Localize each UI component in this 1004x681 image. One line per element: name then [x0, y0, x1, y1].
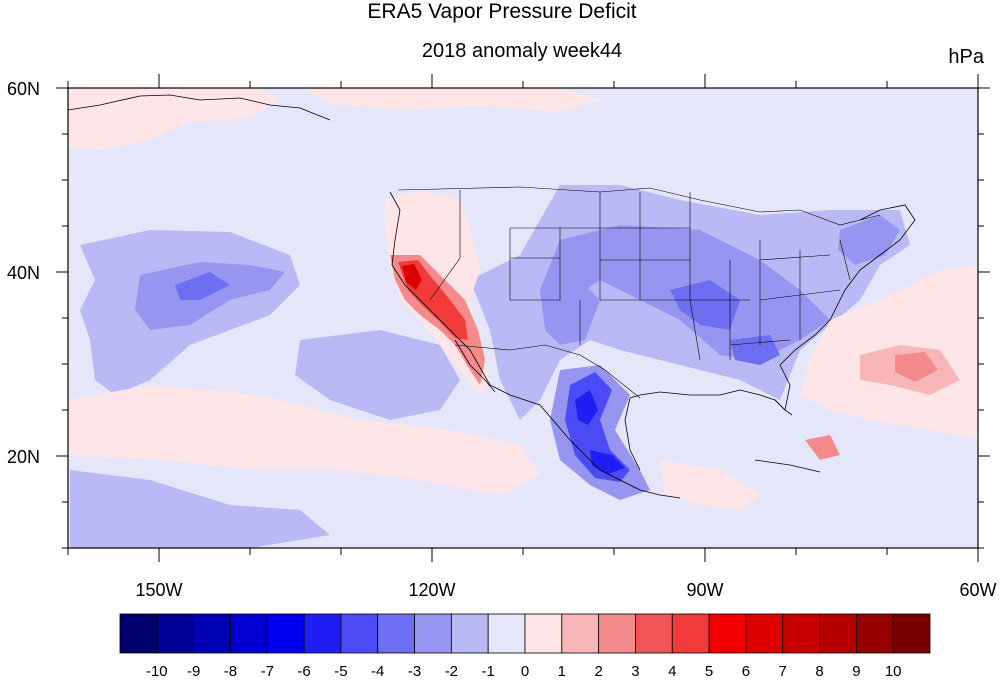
map-subtitle: 2018 anomaly week44: [421, 40, 623, 62]
colorbar-swatch: [598, 613, 636, 654]
colorbar-label: 4: [668, 663, 676, 680]
colorbar-label: 2: [594, 663, 602, 680]
colorbar-swatch: [782, 613, 820, 654]
colorbar-label: 6: [742, 663, 750, 680]
map-title: ERA5 Vapor Pressure Deficit: [367, 0, 637, 23]
anomaly-blue-mexico-core2: [575, 390, 598, 425]
colorbar: -10 -9 -8 -7 -6 -5 -4 -3 -2 -1 0 1 2 3 4 5 6 7 8 9 10: [119, 613, 931, 680]
colorbar-swatch: [745, 613, 784, 654]
colorbar-swatch: [855, 613, 894, 654]
colorbar-label: -3: [408, 663, 421, 680]
anomaly-blue-se-us: [730, 335, 780, 365]
anomaly-blue-east-pacific: [295, 330, 460, 420]
colorbar-label: 7: [779, 663, 787, 680]
anomaly-blue-us-core2: [670, 280, 740, 330]
colorbar-label: -4: [371, 663, 384, 680]
colorbar-swatch: [450, 613, 489, 654]
us-mexico-border: [454, 344, 641, 399]
colorbar-label: -10: [146, 663, 168, 680]
anomaly-red-atlantic-core: [895, 352, 938, 382]
cuba: [754, 459, 821, 473]
colorbar-swatch: [524, 613, 563, 654]
anomaly-blue-south-pacific: [70, 470, 330, 548]
us-canada-border: [397, 186, 881, 226]
north-america-coastline: [389, 191, 916, 499]
anomaly-blue-pacific-core2: [175, 272, 230, 300]
colorbar-swatch: [193, 613, 231, 654]
colorbar-swatch: [708, 613, 747, 654]
colorbar-label: 0: [521, 663, 529, 680]
anomaly-pink-alaska: [300, 88, 600, 112]
colorbar-label: -6: [297, 663, 310, 680]
colorbar-swatch: [119, 613, 158, 654]
colorbar-label: -7: [261, 663, 274, 680]
lon-tick-label: 90W: [686, 580, 723, 600]
coastlines: [68, 94, 916, 499]
colorbar-swatch: [671, 613, 710, 654]
anomaly-field: [68, 88, 978, 548]
anomaly-blue-sw-us: [545, 280, 600, 345]
colorbar-label: 5: [705, 663, 713, 680]
state-lines-east: [729, 239, 851, 346]
colorbar-label: -5: [334, 663, 347, 680]
state-lines-central: [600, 192, 761, 361]
alaska-coast: [68, 94, 331, 121]
colorbar-label: 1: [558, 663, 566, 680]
colorbar-label: -1: [482, 663, 495, 680]
anomaly-pink-caribbean: [660, 460, 760, 510]
colorbar-swatch: [487, 613, 526, 654]
colorbar-label: 3: [631, 663, 639, 680]
anomaly-red-california-peak: [402, 264, 422, 290]
anomaly-blue-ne-us: [838, 215, 900, 265]
colorbar-swatch: [156, 613, 195, 654]
colorbar-label: -9: [187, 663, 200, 680]
lat-tick-label: 40N: [7, 263, 40, 283]
colorbar-label: 10: [885, 663, 902, 680]
units-label: hPa: [948, 46, 984, 68]
colorbar-swatch: [340, 613, 379, 654]
colorbar-swatch: [414, 613, 452, 654]
colorbar-label: 9: [852, 663, 860, 680]
anomaly-blue-pacific-core: [135, 262, 285, 330]
lat-tick-label: 20N: [7, 447, 40, 467]
colorbar-swatch: [635, 613, 673, 654]
yucatan: [624, 397, 641, 471]
anomaly-red-caribbean: [805, 435, 840, 460]
axis-tick-labels: 150W 120W 90W 60W 60N 40N 20N: [7, 79, 997, 600]
axis-ticks: [56, 74, 990, 562]
lon-tick-label: 150W: [135, 580, 182, 600]
colorbar-swatch: [266, 613, 305, 654]
state-borders: [397, 186, 881, 399]
colorbar-swatch: [303, 613, 342, 654]
baja-peninsula: [454, 339, 496, 393]
anomaly-pink-ne-pacific: [68, 88, 280, 150]
florida: [774, 399, 793, 416]
colorbar-swatch: [377, 613, 415, 654]
colorbar-label: 8: [815, 663, 823, 680]
anomaly-blue-mexico-core3: [590, 450, 625, 474]
colorbar-swatch: [561, 613, 600, 654]
colorbar-swatch: [892, 613, 931, 654]
anomaly-pink-pacific-band: [68, 385, 540, 495]
colorbar-label: -2: [445, 663, 458, 680]
colorbar-swatch: [819, 613, 857, 654]
lat-tick-label: 60N: [7, 79, 40, 99]
lon-tick-label: 120W: [408, 580, 455, 600]
colorbar-label: -8: [224, 663, 237, 680]
state-lines-west: [429, 190, 601, 345]
lon-tick-label: 60W: [959, 580, 996, 600]
colorbar-swatch: [230, 613, 268, 654]
